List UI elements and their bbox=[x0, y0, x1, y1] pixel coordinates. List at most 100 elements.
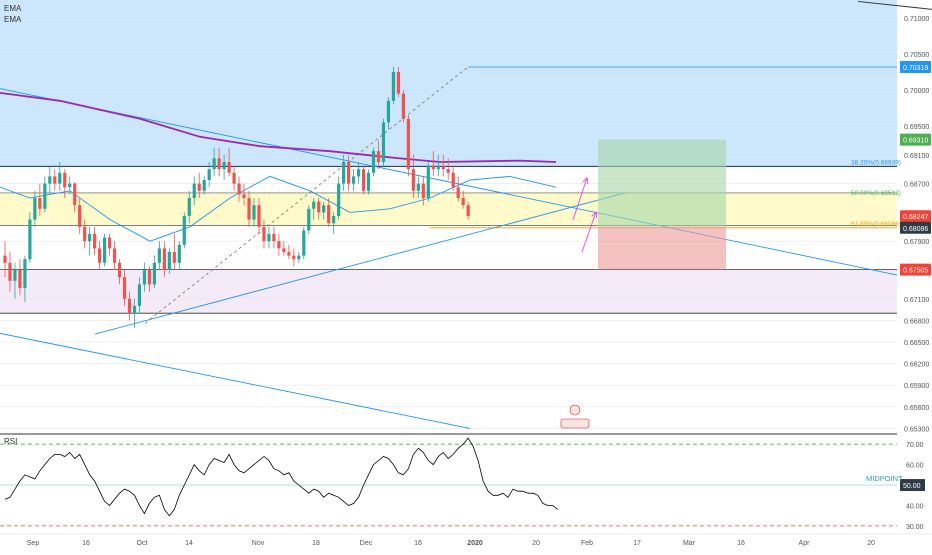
candle bbox=[237, 176, 241, 202]
time-tick-label: Mar bbox=[683, 540, 696, 547]
candle bbox=[406, 115, 410, 177]
candle-body bbox=[466, 205, 470, 216]
target-zone bbox=[598, 139, 726, 227]
candle-body bbox=[162, 248, 166, 270]
candle bbox=[352, 169, 356, 191]
candle-body bbox=[3, 255, 7, 263]
candle bbox=[68, 176, 72, 195]
candle-body bbox=[401, 93, 405, 119]
candle bbox=[466, 201, 470, 220]
candle-body bbox=[172, 252, 176, 263]
rsi-badge: 50.00 bbox=[900, 479, 925, 492]
candle bbox=[212, 147, 216, 177]
price-tick-label: 0.69100 bbox=[904, 153, 929, 160]
candle-body bbox=[167, 252, 171, 270]
rsi-tick-label: 30.00 bbox=[906, 524, 924, 531]
candle bbox=[28, 212, 32, 263]
candle bbox=[262, 219, 266, 249]
candle-body bbox=[312, 201, 316, 209]
candle bbox=[3, 241, 7, 278]
candle-body bbox=[78, 205, 82, 227]
candle-body bbox=[406, 118, 410, 170]
candle-body bbox=[252, 205, 256, 220]
candle bbox=[456, 176, 460, 202]
candle-body bbox=[332, 216, 336, 224]
candle bbox=[63, 169, 67, 198]
ascending-trendline bbox=[94, 192, 626, 335]
candle-body bbox=[192, 183, 196, 198]
candle bbox=[302, 226, 306, 260]
stop-zone bbox=[598, 226, 726, 270]
price-tick-label: 0.67900 bbox=[904, 239, 929, 246]
candle bbox=[78, 198, 82, 234]
price-tick-label: 0.65600 bbox=[904, 405, 929, 412]
time-tick-label: 16 bbox=[414, 540, 422, 547]
time-tick-label: 20 bbox=[532, 540, 540, 547]
rsi-badge-bg bbox=[900, 479, 925, 492]
candle bbox=[132, 298, 137, 328]
candle-body bbox=[436, 165, 440, 170]
candle-body bbox=[416, 183, 420, 191]
candle-body bbox=[237, 183, 241, 195]
candle bbox=[297, 252, 301, 263]
candle-body bbox=[431, 165, 435, 170]
candle-body bbox=[88, 234, 92, 242]
candle bbox=[112, 241, 117, 270]
price-tick-label: 0.71000 bbox=[904, 16, 929, 23]
price-badge-label: 0.70319 bbox=[903, 65, 928, 72]
candle-body bbox=[302, 230, 306, 256]
candle bbox=[347, 154, 351, 191]
logo-banner bbox=[560, 418, 590, 429]
time-tick-label: Feb bbox=[581, 540, 593, 547]
candle bbox=[73, 182, 77, 213]
price-tick-label: 0.65900 bbox=[904, 383, 929, 390]
candle-body bbox=[112, 248, 117, 263]
price-badge-label: 0.69310 bbox=[903, 138, 928, 145]
candle-body bbox=[327, 205, 331, 224]
candle-body bbox=[197, 183, 201, 191]
ema-long-line bbox=[0, 92, 557, 163]
price-badge-bg bbox=[900, 133, 931, 146]
candle-body bbox=[262, 226, 266, 242]
candle-body bbox=[202, 180, 206, 191]
candle-body bbox=[451, 172, 455, 188]
time-tick-label: 2020 bbox=[467, 540, 483, 547]
candle-body bbox=[28, 219, 32, 260]
candle-body bbox=[127, 298, 132, 314]
candle bbox=[312, 198, 316, 220]
candle bbox=[386, 97, 391, 130]
price-badge-bg bbox=[900, 263, 931, 276]
candle bbox=[137, 277, 142, 314]
candle-body bbox=[48, 176, 52, 184]
time-tick-label: 16 bbox=[737, 540, 745, 547]
candle-body bbox=[132, 306, 137, 314]
price-badge-bg bbox=[900, 221, 931, 234]
candle bbox=[107, 234, 112, 256]
candle bbox=[222, 154, 226, 180]
candle-body bbox=[207, 169, 211, 180]
candle-body bbox=[93, 234, 97, 249]
candle-body bbox=[446, 169, 450, 173]
candle bbox=[356, 162, 361, 184]
candle-body bbox=[277, 241, 281, 249]
candle bbox=[18, 259, 22, 296]
time-tick-label: Nov bbox=[252, 540, 265, 547]
indicator-ema-1[interactable]: EMA bbox=[4, 4, 22, 13]
candle bbox=[93, 226, 97, 256]
price-badge: 0.70319 bbox=[900, 61, 931, 74]
candle bbox=[416, 176, 420, 198]
candle bbox=[38, 183, 42, 216]
rsi-pane-label[interactable]: RSI bbox=[4, 437, 18, 446]
candle bbox=[202, 176, 206, 195]
candle bbox=[207, 162, 211, 188]
candle bbox=[381, 118, 386, 166]
price-tick-label: 0.69500 bbox=[904, 124, 929, 131]
candle-body bbox=[307, 208, 311, 231]
indicator-ema-2[interactable]: EMA bbox=[4, 15, 22, 24]
candle bbox=[327, 198, 331, 227]
time-tick-label: Oct bbox=[137, 540, 148, 547]
candle bbox=[307, 205, 311, 234]
candle-body bbox=[122, 277, 127, 299]
time-tick-label: Apr bbox=[799, 540, 811, 547]
